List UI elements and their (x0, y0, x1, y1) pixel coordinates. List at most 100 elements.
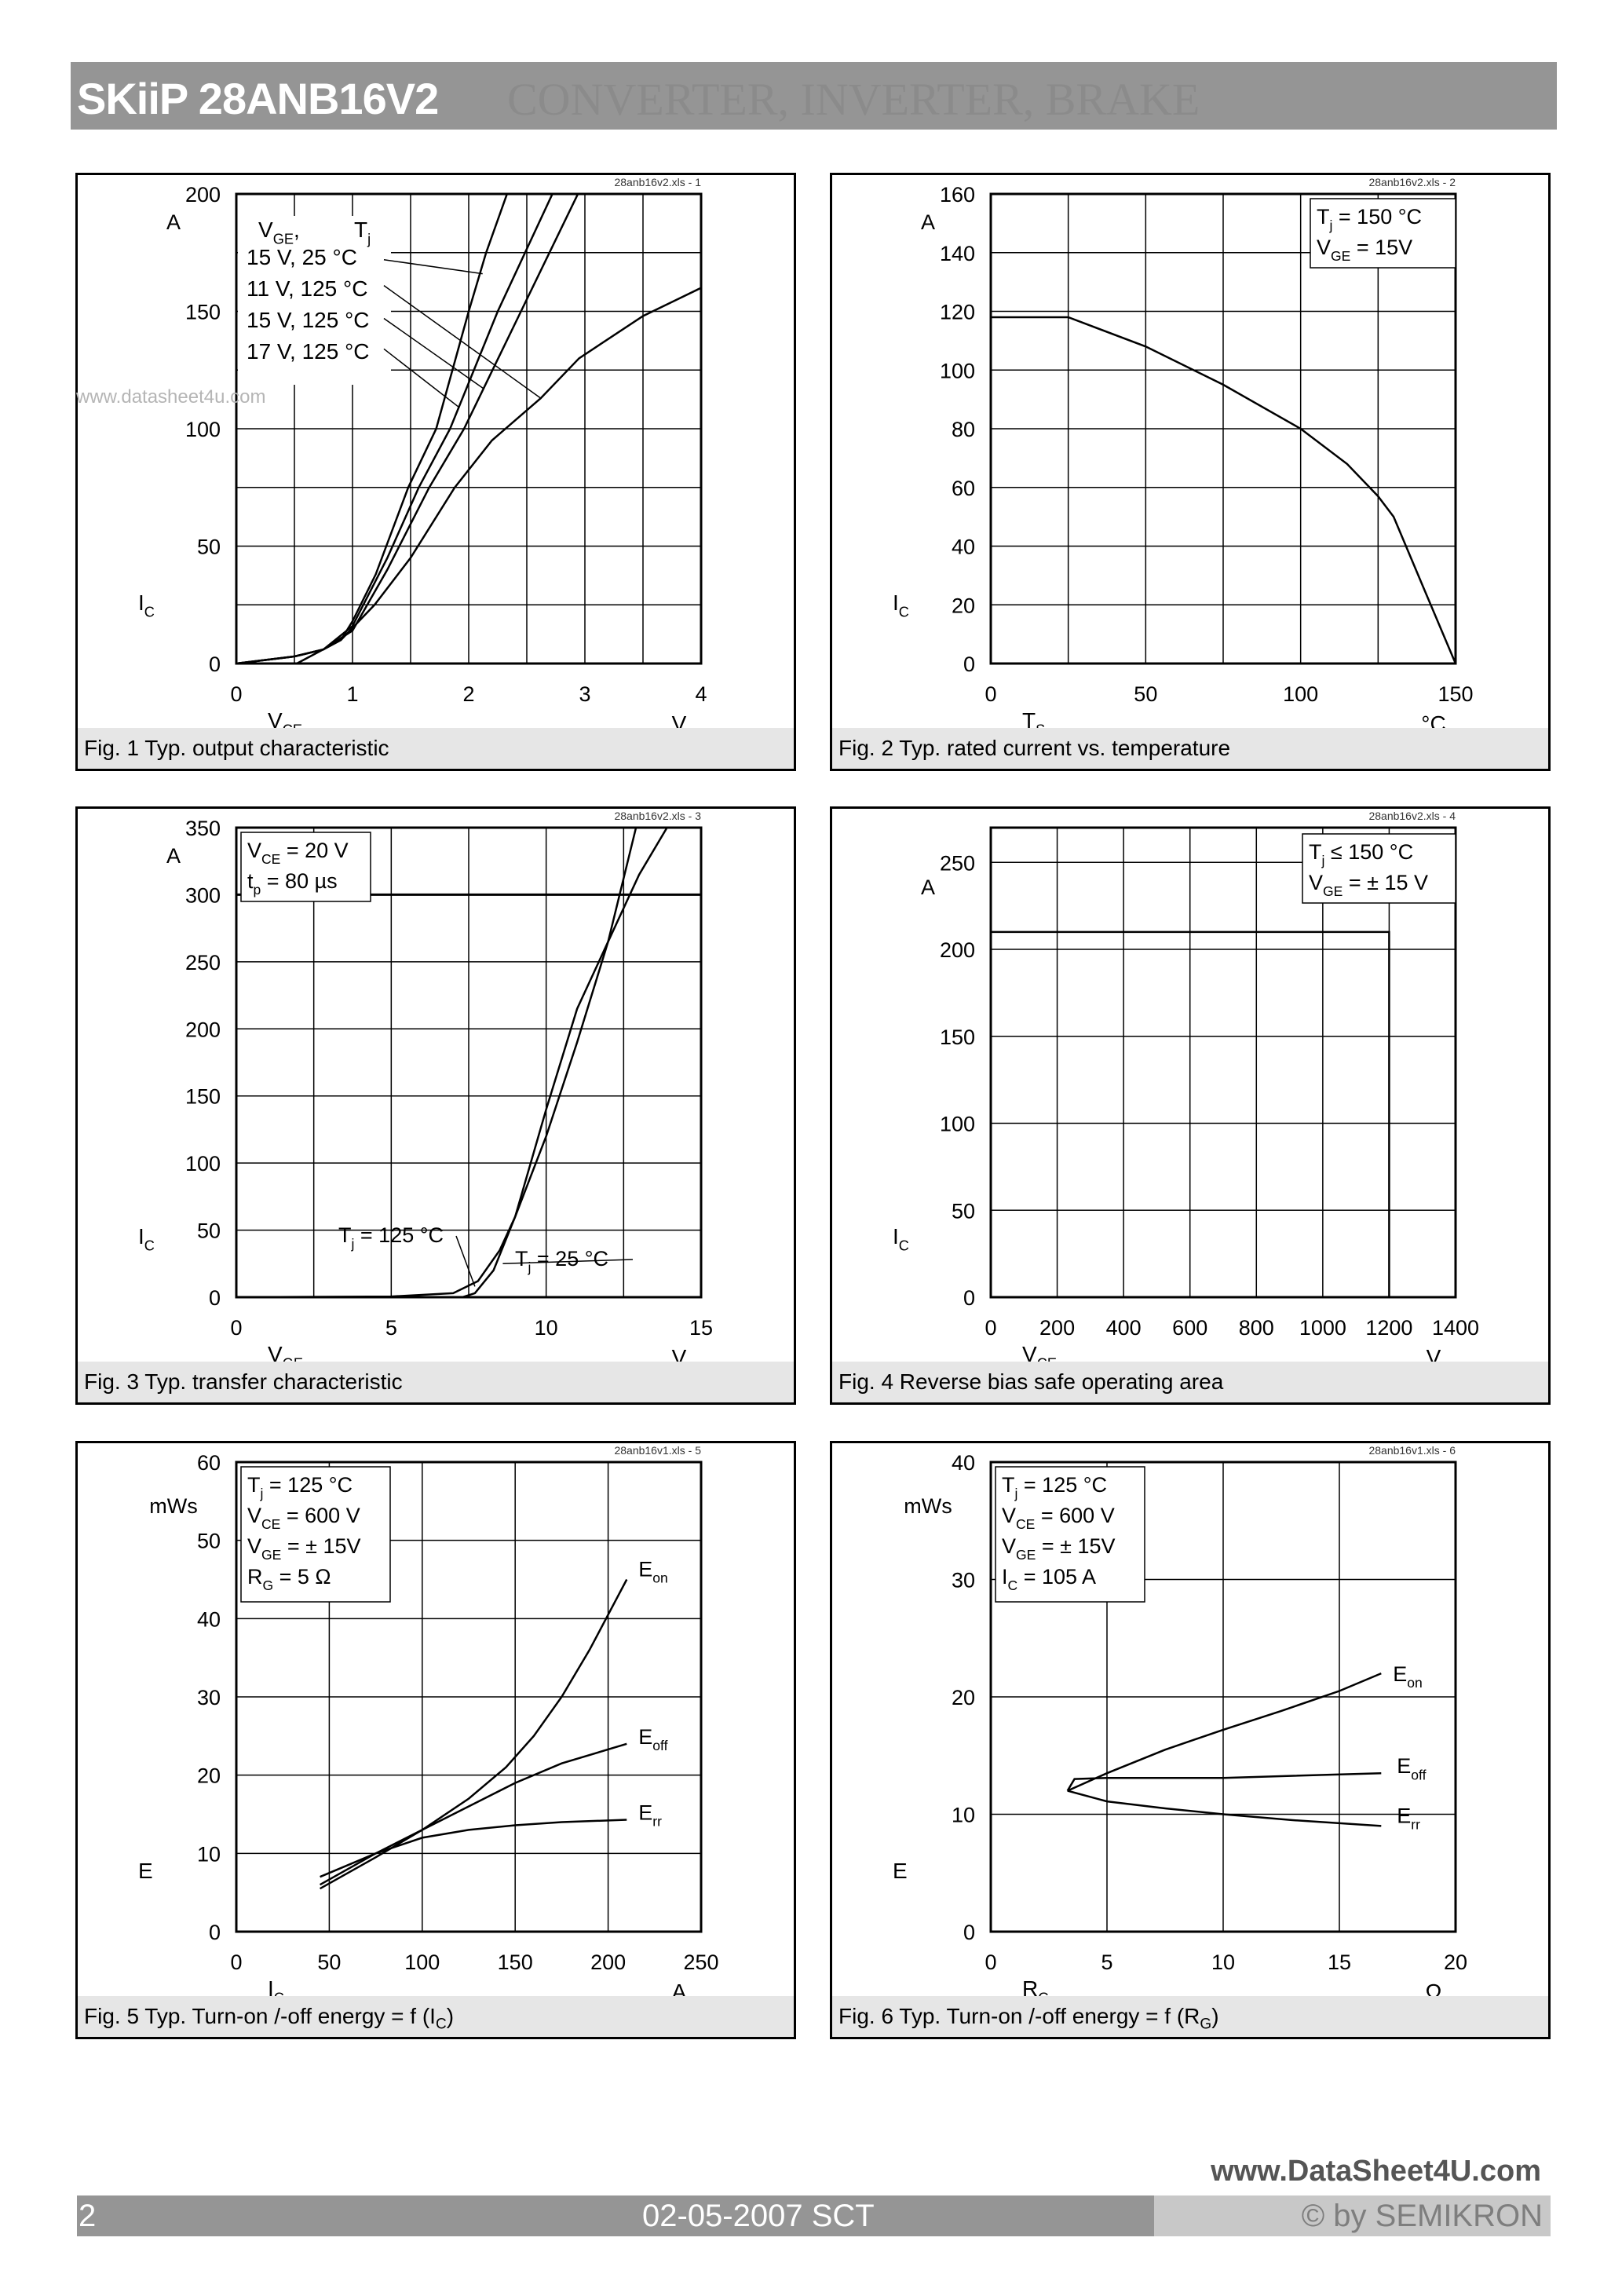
y-tick-label: 200 (940, 938, 975, 962)
x-tick-label: 0 (985, 682, 996, 706)
x-tick-label: 50 (317, 1951, 341, 1974)
x-axis-label-part: V (268, 1342, 283, 1366)
legend-line-part: GE (261, 1547, 281, 1563)
legend-line-part: V (247, 839, 261, 862)
legend-line-part: I (1002, 1565, 1008, 1589)
copyright-box: © by SEMIKRON www.DataSheet4U.com (1154, 2155, 1551, 2236)
series-label-part: j (528, 1260, 532, 1275)
series-label-part: E (1397, 1754, 1411, 1778)
series-line-3 (1067, 1790, 1382, 1827)
x-tick-label: 1400 (1432, 1316, 1479, 1340)
legend-line-part: = 125 °C (1017, 1473, 1107, 1497)
y-tick-label: 0 (209, 1921, 221, 1944)
legend-line-part: = 600 V (280, 1504, 360, 1527)
page-header: SKiiP 28ANB16V2 CONVERTER, INVERTER, BRA… (71, 62, 1557, 130)
series-line-1 (1067, 1672, 1382, 1792)
y-tick-label: 150 (185, 301, 221, 324)
y-tick-label: 0 (209, 1286, 221, 1310)
x-tick-label: 2 (462, 682, 474, 706)
legend-line-part: R (247, 1565, 263, 1589)
y-tick-label: 100 (940, 1113, 975, 1136)
series-label-part: off (652, 1738, 667, 1753)
series-label-part: = 25 °C (531, 1247, 608, 1270)
y-axis-label-part: C (899, 1238, 909, 1253)
footer-watermark[interactable]: www.DataSheet4U.com (1211, 2155, 1541, 2188)
legend-line-part: = 150 °C (1332, 205, 1422, 229)
y-tick-label: 50 (197, 536, 221, 559)
figure-5: 0501001502002500102030405060ICAEmWs28anb… (75, 1441, 796, 2039)
x-tick-label: 400 (1106, 1316, 1142, 1340)
x-tick-label: 15 (689, 1316, 713, 1340)
y-axis-label-part: C (899, 604, 909, 620)
footer-date: 02-05-2007 SCT (642, 2199, 875, 2233)
x-axis-label-part: V (268, 708, 283, 733)
series-label-part: T (338, 1223, 352, 1247)
legend-line-part: p (254, 882, 261, 898)
legend-line-part: = 80 µs (261, 869, 337, 893)
x-tick-label: 200 (1039, 1316, 1075, 1340)
series-label: Err (638, 1801, 662, 1829)
legend-leader-line (383, 285, 542, 399)
legend-leader-line (383, 258, 483, 275)
x-tick-label: 0 (985, 1316, 996, 1340)
y-tick-label: 10 (952, 1804, 975, 1827)
legend-box (1310, 198, 1456, 269)
y-tick-label: 250 (185, 951, 221, 974)
series-label: Eon (638, 1558, 668, 1586)
legend-line: tp = 80 µs (247, 869, 338, 898)
y-tick-label: 0 (963, 1286, 975, 1310)
x-tick-label: 10 (535, 1316, 558, 1340)
y-axis-unit: mWs (904, 1494, 952, 1518)
x-tick-label: 4 (695, 682, 707, 706)
series-label-part: T (515, 1247, 528, 1270)
x-tick-label: 1 (346, 682, 358, 706)
legend-line-part: = ± 15V (281, 1534, 360, 1558)
y-tick-label: 20 (952, 1686, 975, 1709)
y-tick-label: 150 (940, 1026, 975, 1049)
legend-entry: 11 V, 125 °C (247, 276, 367, 301)
legend-line-part: = 20 V (280, 839, 348, 862)
x-tick-label: 20 (1444, 1951, 1467, 1974)
figure-2: 050100150020406080100120140160TS°CICA28a… (830, 173, 1551, 771)
y-tick-label: 50 (197, 1530, 221, 1553)
legend-box (995, 1466, 1145, 1603)
legend-line-part: GE (1323, 883, 1343, 899)
legend-line-part: V (1317, 236, 1331, 259)
legend-line-part: CE (261, 1516, 280, 1532)
legend-line-part: GE (1016, 1547, 1036, 1563)
chart-5: 0501001502002500102030405060ICAEmWs28anb… (138, 1444, 719, 2005)
legend-line: Tj = 125 °C (247, 1473, 353, 1501)
legend-line-part: j (1014, 1486, 1018, 1501)
legend-leader-line (383, 348, 460, 408)
series-label-part: E (638, 1558, 652, 1581)
legend-line-part: T (1002, 1473, 1015, 1497)
y-axis-unit: A (166, 844, 181, 868)
product-subtitle: CONVERTER, INVERTER, BRAKE (507, 74, 1200, 125)
series-label-part: E (638, 1725, 652, 1749)
legend-header: Tj (354, 218, 371, 247)
caption-6: Fig. 6 Typ. Turn-on /-off energy = f (RG… (832, 1996, 1548, 2037)
legend-header-part: GE (273, 231, 294, 247)
y-tick-label: 20 (197, 1764, 221, 1788)
series-label-part: rr (652, 1814, 662, 1830)
caption-tail: ) (446, 2004, 455, 2028)
y-tick-label: 10 (197, 1842, 221, 1866)
caption-text: Fig. 4 Reverse bias safe operating area (838, 1369, 1224, 1394)
figure-1: 01234050100150200VCEVICA28anb16v2.xls - … (75, 173, 796, 771)
legend-line: Tj = 125 °C (1002, 1473, 1107, 1501)
x-tick-label: 0 (985, 1951, 996, 1974)
x-tick-label: 5 (385, 1316, 397, 1340)
x-tick-label: 150 (498, 1951, 533, 1974)
y-tick-label: 120 (940, 301, 975, 324)
y-tick-label: 50 (952, 1199, 975, 1223)
legend-header-part: , (294, 218, 300, 242)
y-axis-label-part: E (893, 1859, 908, 1883)
x-tick-label: 0 (230, 1951, 242, 1974)
legend-header-part: T (354, 218, 367, 242)
legend-header-part: V (258, 218, 273, 242)
y-axis-label: IC (138, 590, 155, 620)
legend-background (238, 216, 391, 385)
y-tick-label: 300 (185, 883, 221, 907)
watermark-text: www.datasheet4u.com (76, 386, 266, 408)
x-tick-label: 50 (1134, 682, 1157, 706)
